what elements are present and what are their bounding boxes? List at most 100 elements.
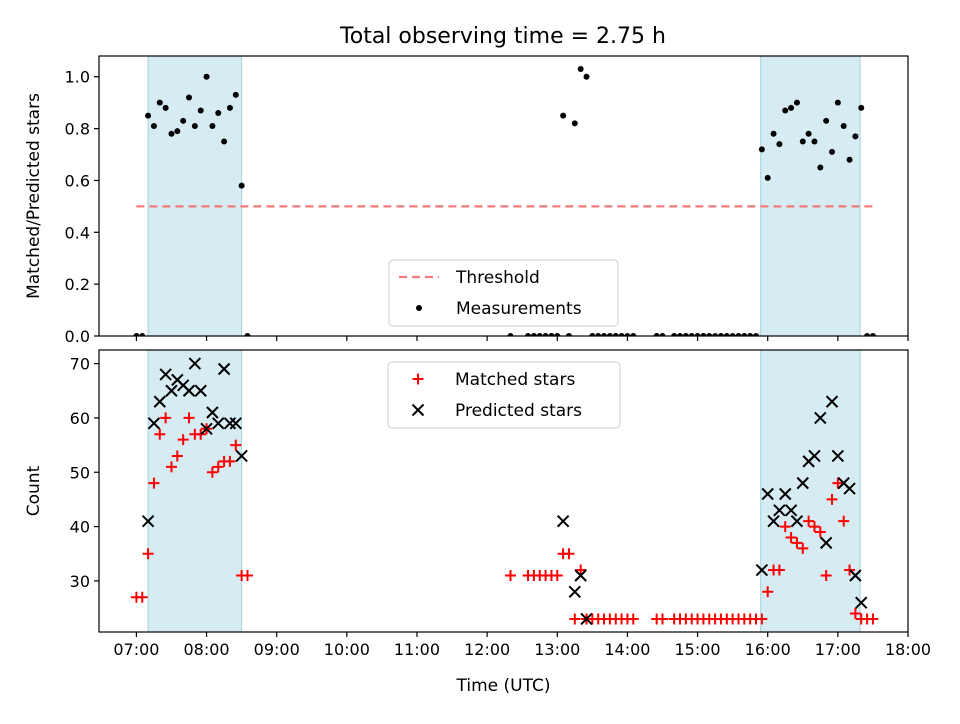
predicted-stars-point: [182, 384, 196, 397]
observing-window-band: [760, 55, 861, 337]
measurement-point: [864, 333, 871, 336]
matched-stars-point: [183, 412, 195, 424]
measurement-point: [706, 333, 713, 336]
predicted-stars-point: [790, 514, 804, 528]
legend-label: Matched stars: [455, 370, 575, 390]
measurement-point: [788, 104, 795, 111]
predicted-stars-point: [808, 449, 821, 463]
measurement-point: [764, 174, 771, 181]
x-tick-label: 09:00: [254, 640, 300, 659]
predicted-stars-point: [580, 612, 593, 626]
measurement-point: [700, 333, 707, 336]
predicted-stars-point: [568, 585, 582, 598]
measurement-point: [834, 99, 841, 106]
predicted-stars-point: [217, 362, 231, 376]
predicted-stars-point: [814, 411, 827, 425]
axes-frame: [98, 349, 909, 633]
matched-stars-point: [212, 461, 224, 473]
measurement-point: [688, 333, 695, 336]
predicted-stars-point: [843, 482, 856, 495]
measurement-point: [530, 333, 537, 336]
measurement-point: [583, 73, 590, 80]
matched-stars-point: [569, 613, 581, 625]
matched-stars-point: [762, 586, 774, 598]
predicted-stars-point: [767, 514, 780, 528]
matched-stars-point: [505, 569, 517, 581]
measurement-point: [823, 117, 830, 124]
matched-stars-point: [820, 569, 832, 581]
legend-label: Measurements: [456, 299, 582, 319]
axes-frame: [98, 55, 909, 337]
measurement-point: [840, 123, 847, 129]
plot-area: [133, 65, 876, 336]
measurement-point: [682, 333, 689, 336]
matched-stars-point: [808, 521, 820, 533]
matched-stars-point: [773, 564, 785, 576]
observing-window-band: [147, 349, 243, 633]
measurement-point: [694, 333, 701, 336]
predicted-stars-point: [147, 417, 161, 430]
matched-stars-point: [844, 564, 856, 576]
measurement-point: [852, 133, 859, 140]
measurement-point: [180, 117, 187, 124]
measurement-point: [536, 333, 543, 336]
matched-stars-point: [838, 515, 850, 527]
x-tick-label: 07:00: [113, 640, 159, 659]
predicted-stars-point: [141, 514, 155, 528]
measurement-point: [595, 333, 602, 336]
measurement-point: [776, 141, 783, 148]
y-tick-label: 60: [70, 409, 90, 428]
plot-area: [130, 357, 879, 626]
matched-stars-point: [154, 428, 166, 440]
matched-stars-point: [656, 613, 668, 625]
measurement-point: [782, 107, 789, 114]
predicted-stars-point: [212, 417, 225, 430]
measurement-point: [174, 128, 181, 135]
matched-stars-point: [241, 569, 253, 581]
measurement-point: [162, 104, 169, 111]
measurement-point: [606, 333, 613, 336]
matched-stars-point: [142, 548, 154, 560]
measurement-point: [565, 333, 572, 336]
matched-stars-point: [756, 613, 768, 625]
predicted-stars-point: [159, 368, 172, 381]
matched-stars-point: [803, 515, 815, 527]
measurement-point: [735, 333, 742, 336]
measurement-point: [232, 91, 239, 98]
observing-window-band: [760, 349, 861, 633]
x-axis-label: Time (UTC): [456, 676, 551, 696]
predicted-stars-point: [761, 487, 774, 501]
measurement-point: [747, 333, 754, 336]
predicted-stars-point: [574, 569, 587, 582]
predicted-stars-point: [153, 395, 166, 408]
measurement-point: [554, 333, 561, 336]
y-tick-label: 0.2: [65, 275, 90, 294]
y-axis-label: Matched/Predicted stars: [24, 93, 44, 299]
y-tick-label: 0.0: [65, 327, 90, 346]
measurement-point: [741, 333, 748, 336]
measurement-point: [799, 138, 806, 145]
matched-stars-point: [171, 450, 183, 462]
measurement-point: [753, 333, 760, 336]
measurement-point: [624, 333, 631, 336]
chart-title: Total observing time = 2.75 h: [339, 24, 666, 49]
measurement-point: [811, 138, 818, 145]
measurement-point: [577, 65, 584, 72]
matched-stars-point: [849, 608, 861, 620]
measurement-point: [817, 164, 824, 171]
predicted-stars-point: [819, 536, 833, 550]
matched-stars-point: [206, 466, 218, 478]
y-tick-label: 70: [70, 355, 90, 374]
measurement-point: [869, 333, 876, 336]
measurement-point: [226, 104, 233, 111]
measurement-point: [548, 333, 555, 336]
x-tick-label: 08:00: [184, 640, 230, 659]
legend-matched-swatch: [412, 373, 424, 385]
matched-stars-point: [136, 591, 148, 603]
predicted-stars-point: [556, 514, 570, 528]
measurement-point: [215, 110, 222, 117]
predicted-stars-point: [206, 406, 219, 419]
measurement-point: [618, 333, 625, 336]
measurement-point: [846, 156, 853, 163]
measurement-point: [209, 123, 216, 129]
